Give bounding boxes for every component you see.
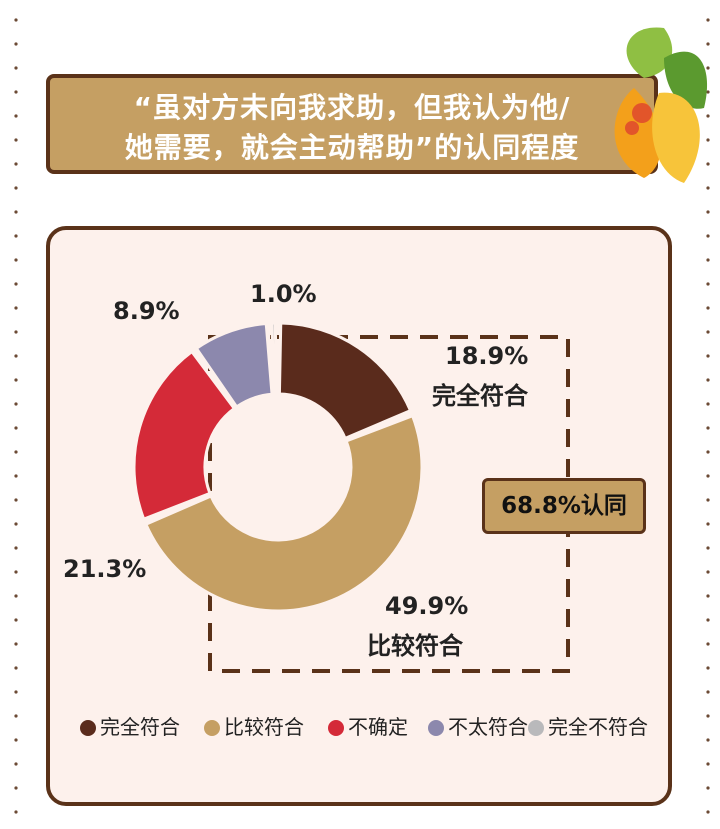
donut-slice-1 [277,321,413,441]
value-label-3: 21.3% [63,555,147,583]
legend-item-2: 比较符合 [204,712,304,742]
legend-swatch-5 [528,720,544,736]
value-label-2: 49.9% [385,592,469,620]
legend-label-5: 完全不符合 [548,715,648,739]
title-banner: “虽对方未向我求助，但我认为他/ 她需要，就会主动帮助”的认同程度 [46,74,658,174]
legend-swatch-1 [80,720,96,736]
value-label-4: 8.9% [113,297,180,325]
legend-label-1: 完全符合 [100,715,180,739]
agree-summary-badge: 68.8%认同 [482,478,646,534]
right-dotted-border [706,18,710,814]
legend-label-2: 比较符合 [224,715,304,739]
decorative-leaves-icon [614,27,708,183]
slice-label-1: 完全符合 [432,382,528,410]
left-dotted-border [14,18,18,814]
legend-item-5: 完全不符合 [528,712,648,742]
title-line-2: 她需要，就会主动帮助”的认同程度 [124,131,580,164]
donut-slice-2 [143,413,424,613]
legend-swatch-3 [328,720,344,736]
chart-legend: 完全符合 比较符合 不确定 不太符合 完全不符合 [80,712,660,742]
donut-slice-3 [132,349,237,522]
legend-item-4: 不太符合 [428,712,528,742]
title-line-1: “虽对方未向我求助，但我认为他/ [133,91,571,124]
value-label-5: 1.0% [250,280,317,308]
legend-label-3: 不确定 [348,715,408,739]
donut-slice-5 [270,321,279,396]
legend-label-4: 不太符合 [448,715,528,739]
legend-item-1: 完全符合 [80,712,180,742]
legend-item-3: 不确定 [328,712,408,742]
value-label-1: 18.9% [445,342,529,370]
slice-label-2: 比较符合 [367,632,463,660]
legend-swatch-2 [204,720,220,736]
donut-slice-4 [194,321,274,409]
legend-swatch-4 [428,720,444,736]
